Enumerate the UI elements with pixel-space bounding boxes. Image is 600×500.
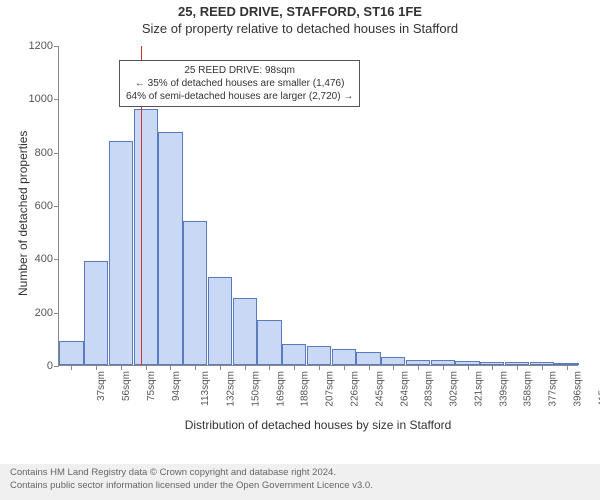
x-tick-label: 302sqm — [449, 371, 460, 407]
x-tick — [492, 365, 493, 370]
x-tick-label: 264sqm — [399, 371, 410, 407]
x-tick — [195, 365, 196, 370]
x-tick — [443, 365, 444, 370]
histogram-bar — [257, 320, 281, 365]
x-tick — [245, 365, 246, 370]
histogram-bar — [134, 109, 158, 365]
footer: Contains HM Land Registry data © Crown c… — [0, 464, 600, 500]
x-tick-label: 339sqm — [498, 371, 509, 407]
histogram-bar — [59, 341, 83, 365]
x-tick — [468, 365, 469, 370]
x-tick-label: 113sqm — [200, 371, 211, 406]
x-tick-label: 226sqm — [350, 371, 361, 407]
x-tick-label: 169sqm — [275, 371, 286, 407]
x-tick — [319, 365, 320, 370]
x-tick-label: 245sqm — [374, 371, 385, 407]
y-tick-label: 1200 — [29, 40, 59, 52]
x-tick-label: 321sqm — [473, 371, 484, 407]
histogram-bar — [307, 346, 331, 365]
x-tick — [170, 365, 171, 370]
x-tick-label: 358sqm — [523, 371, 534, 407]
histogram-bar — [282, 344, 306, 365]
plot-area: 02004006008001000120037sqm56sqm75sqm94sq… — [58, 46, 578, 366]
y-tick-label: 0 — [47, 360, 59, 372]
footer-line-1: Contains HM Land Registry data © Crown c… — [10, 467, 590, 480]
x-tick-label: 396sqm — [572, 371, 583, 407]
x-tick — [121, 365, 122, 370]
x-tick — [517, 365, 518, 370]
x-tick — [96, 365, 97, 370]
annotation-line-2: ← 35% of detached houses are smaller (1,… — [126, 77, 353, 90]
histogram-bar — [84, 261, 108, 365]
x-tick — [542, 365, 543, 370]
annotation-line-3: 64% of semi-detached houses are larger (… — [126, 90, 353, 103]
x-tick-label: 150sqm — [251, 371, 262, 407]
y-tick-label: 1000 — [29, 93, 59, 105]
x-tick — [220, 365, 221, 370]
x-axis-label: Distribution of detached houses by size … — [58, 418, 578, 432]
histogram-bar — [332, 349, 356, 365]
x-tick — [418, 365, 419, 370]
footer-line-2: Contains public sector information licen… — [10, 480, 590, 493]
x-tick-label: 37sqm — [96, 371, 107, 401]
page-title: 25, REED DRIVE, STAFFORD, ST16 1FE — [0, 4, 600, 19]
histogram-bar — [109, 141, 133, 365]
histogram-bar — [208, 277, 232, 365]
y-tick-label: 600 — [35, 200, 59, 212]
histogram-bar — [233, 298, 257, 365]
annotation-line-1: 25 REED DRIVE: 98sqm — [126, 64, 353, 77]
x-tick — [344, 365, 345, 370]
annotation-box: 25 REED DRIVE: 98sqm← 35% of detached ho… — [119, 60, 360, 107]
histogram-bar — [356, 352, 380, 365]
chart-container: 0 200 400 600 800 1000 1200 37sqm 56sqm 75sqm 94sq… — [0, 36, 600, 456]
x-tick — [393, 365, 394, 370]
x-tick-label: 75sqm — [146, 371, 157, 401]
x-tick — [294, 365, 295, 370]
y-axis-label: Number of detached properties — [16, 131, 30, 296]
histogram-bar — [183, 221, 207, 365]
x-tick — [146, 365, 147, 370]
x-tick-label: 207sqm — [325, 371, 336, 407]
x-tick-label: 94sqm — [171, 371, 182, 401]
x-tick — [369, 365, 370, 370]
x-tick-label: 283sqm — [424, 371, 435, 407]
x-tick — [269, 365, 270, 370]
page-subtitle: Size of property relative to detached ho… — [0, 21, 600, 36]
x-tick-label: 132sqm — [226, 371, 237, 407]
y-tick-label: 800 — [35, 147, 59, 159]
x-tick-label: 56sqm — [121, 371, 132, 401]
x-tick — [567, 365, 568, 370]
x-tick-label: 377sqm — [548, 371, 559, 407]
histogram-bar — [158, 132, 182, 365]
x-tick — [71, 365, 72, 370]
y-tick-label: 400 — [35, 253, 59, 265]
histogram-bar — [381, 357, 405, 365]
y-tick-label: 200 — [35, 307, 59, 319]
x-tick-label: 188sqm — [300, 371, 311, 407]
